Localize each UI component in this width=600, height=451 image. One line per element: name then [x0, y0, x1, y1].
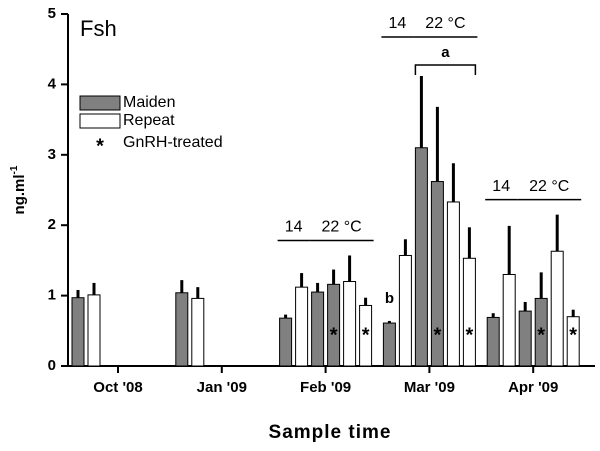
y-axis-label-main: ng.ml: [11, 174, 28, 214]
temperature-label: 22 °C: [321, 219, 361, 236]
bar: [430, 181, 444, 367]
legend-label: Repeat: [123, 112, 175, 129]
temperature-label: 14: [285, 219, 303, 236]
y-axis-label-group: ng.ml-1: [9, 165, 28, 214]
temperature-label: 14: [389, 15, 407, 32]
y-axis-label-sup: -1: [9, 165, 20, 174]
bar: [462, 257, 476, 367]
treated-marker: *: [569, 324, 577, 346]
legend-swatch: [79, 95, 121, 111]
bar: [359, 304, 373, 367]
bar: [71, 297, 85, 367]
y-tick-label: 1: [48, 287, 56, 304]
bar: [486, 316, 500, 367]
bar: [279, 317, 293, 367]
temperature-label: 14: [492, 178, 510, 195]
x-tick-label: Mar '09: [404, 379, 455, 396]
legend-swatch: [79, 113, 121, 129]
bar: [327, 283, 341, 367]
bar: [446, 201, 460, 367]
treated-marker: *: [434, 324, 442, 346]
bar: [414, 147, 428, 367]
x-tick-label: Apr '09: [508, 379, 558, 396]
x-tick-label: Oct '08: [93, 379, 142, 396]
y-tick-label: 3: [48, 146, 56, 163]
legend-label: GnRH-treated: [123, 134, 223, 151]
treated-marker: *: [330, 324, 338, 346]
bar: [398, 254, 412, 367]
y-axis-label: ng.ml-1: [9, 165, 28, 214]
bar: [566, 316, 580, 367]
temperature-label: 22 °C: [425, 15, 465, 32]
y-tick-label: 2: [48, 216, 56, 233]
treated-marker: *: [466, 324, 474, 346]
x-tick-label: Feb '09: [300, 379, 351, 396]
significance-letter: b: [385, 290, 394, 307]
significance-bracket: [414, 64, 477, 75]
legend-label: Maiden: [123, 94, 175, 111]
bar: [87, 294, 101, 367]
temperature-label: 22 °C: [529, 178, 569, 195]
y-tick-label: 4: [48, 75, 57, 92]
bar: [343, 281, 357, 367]
treated-marker: *: [537, 324, 545, 346]
chart-title: Fsh: [80, 16, 117, 41]
bar: [191, 297, 205, 367]
bar: [550, 250, 564, 367]
y-tick-label: 5: [48, 5, 56, 22]
bar: [502, 273, 516, 367]
bar: [534, 297, 548, 367]
x-tick-label: Jan '09: [197, 379, 247, 396]
treated-marker: *: [362, 324, 370, 346]
y-tick-label: 0: [48, 357, 56, 374]
bar: [175, 292, 189, 367]
legend-marker: *: [96, 135, 104, 157]
x-axis-label: Sample time: [269, 422, 392, 443]
bar: [295, 286, 309, 367]
significance-label: a: [441, 44, 450, 61]
bar: [382, 322, 396, 367]
bar: [518, 310, 532, 367]
bar: [311, 291, 325, 367]
